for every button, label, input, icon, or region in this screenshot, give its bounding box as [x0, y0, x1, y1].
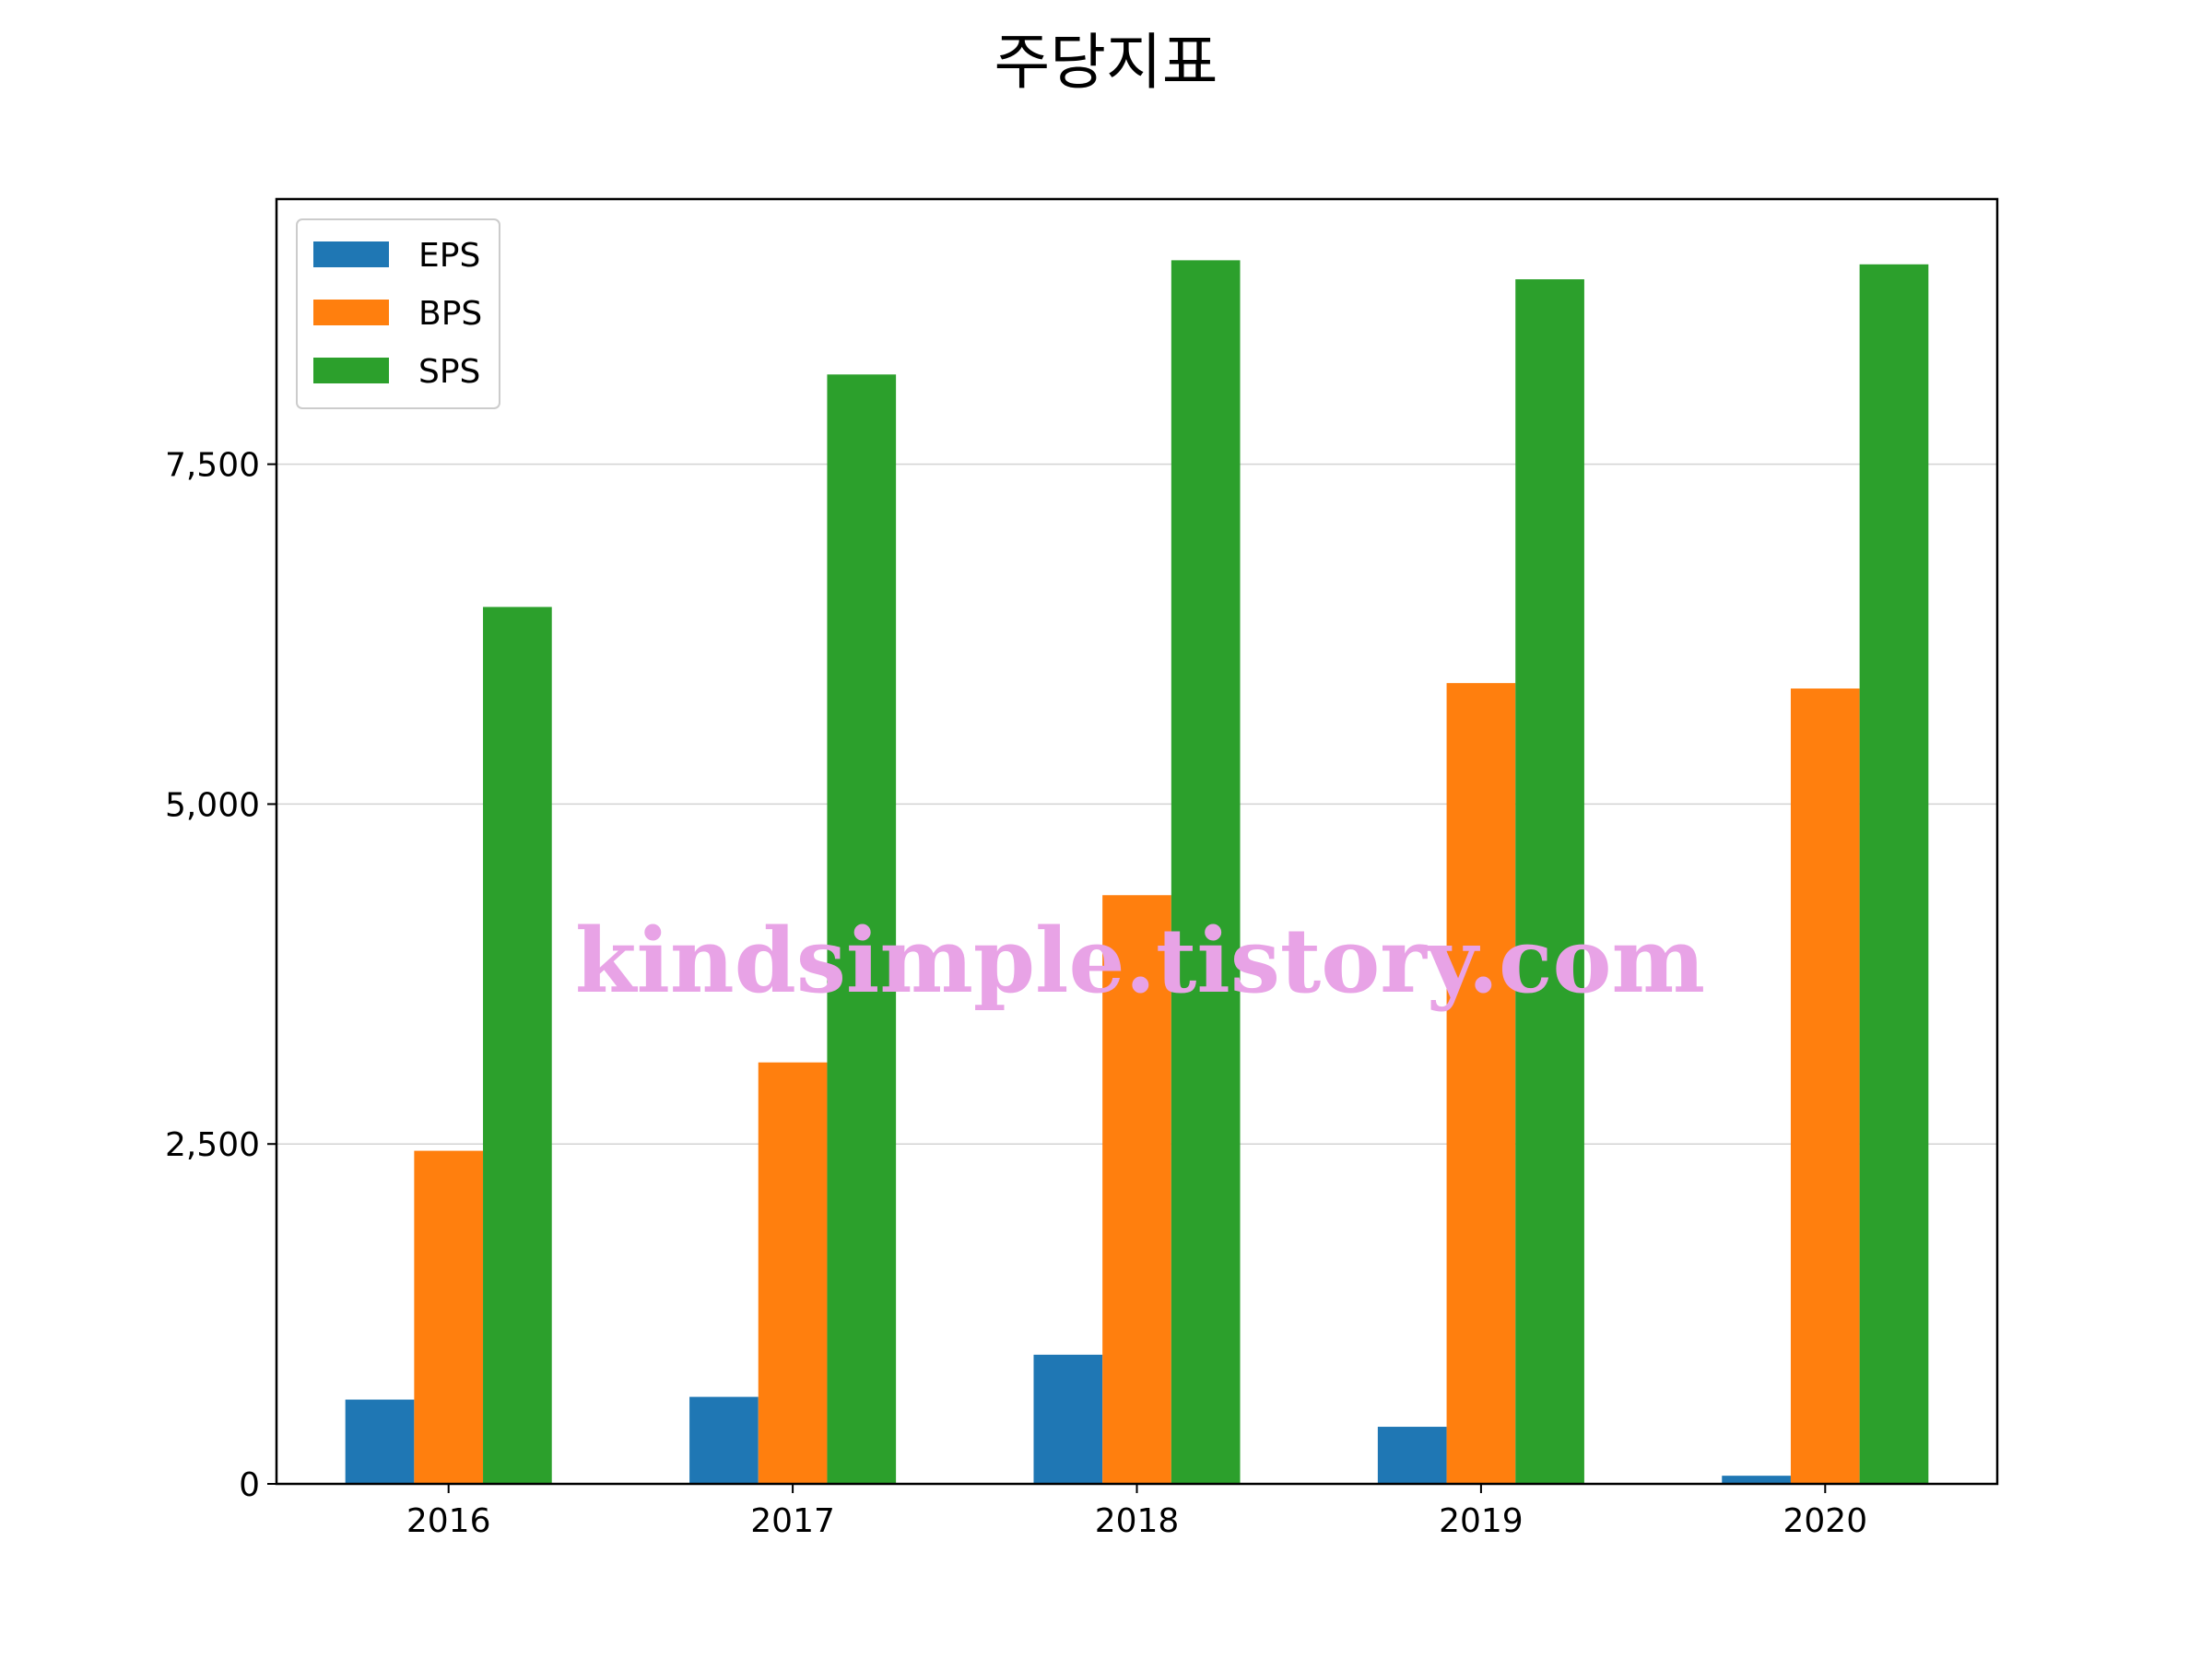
bar-sps-2018	[1171, 260, 1241, 1484]
bar-eps-2018	[1033, 1354, 1103, 1484]
y-axis: 0 2,500 5,000 7,500	[165, 447, 276, 1504]
y-tick-label: 2,500	[165, 1126, 260, 1164]
bar-sps-2020	[1859, 264, 1929, 1484]
legend-swatch-sps	[313, 358, 389, 383]
y-tick-label: 5,000	[165, 786, 260, 824]
x-tick-label: 2016	[406, 1502, 491, 1540]
bar-eps-2020	[1722, 1476, 1791, 1484]
legend-label-bps: BPS	[418, 295, 482, 333]
y-tick-label: 7,500	[165, 447, 260, 485]
legend: EPS BPS SPS	[296, 218, 500, 409]
watermark-text: kindsimple.tistory.com	[575, 909, 1705, 1013]
legend-swatch-bps	[313, 300, 389, 325]
x-tick-label: 2020	[1783, 1502, 1867, 1540]
bar-bps-2016	[414, 1150, 484, 1484]
bar-bps-2020	[1790, 688, 1860, 1484]
bar-sps-2017	[827, 374, 897, 1485]
y-tick-label: 0	[239, 1466, 260, 1504]
legend-label-sps: SPS	[418, 353, 480, 391]
chart-title: 주당지표	[994, 27, 1218, 98]
bar-bps-2019	[1446, 683, 1516, 1484]
bar-eps-2017	[689, 1396, 759, 1484]
bar-bps-2017	[758, 1062, 828, 1484]
x-tick-label: 2019	[1439, 1502, 1524, 1540]
x-tick-label: 2017	[750, 1502, 835, 1540]
bar-sps-2016	[483, 606, 552, 1484]
legend-swatch-eps	[313, 241, 389, 267]
bar-eps-2016	[345, 1399, 415, 1484]
x-tick-label: 2018	[1095, 1502, 1180, 1540]
bars	[345, 260, 1929, 1485]
legend-label-eps: EPS	[418, 237, 480, 275]
bar-sps-2019	[1515, 279, 1584, 1484]
bar-bps-2018	[1102, 895, 1171, 1484]
x-axis: 2016 2017 2018 2019 2020	[406, 1484, 1867, 1540]
bar-eps-2019	[1377, 1427, 1447, 1484]
